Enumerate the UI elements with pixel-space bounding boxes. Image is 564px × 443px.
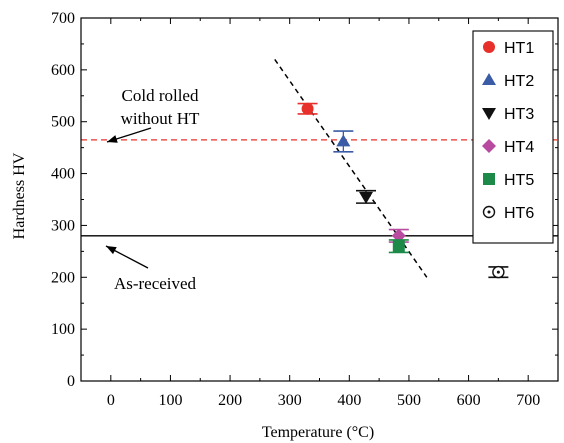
axes xyxy=(80,17,559,382)
legend-marker-ht5 xyxy=(483,173,495,185)
cold-rolled-label-line: Cold rolled xyxy=(122,86,199,105)
legend-label-ht3: HT3 xyxy=(504,106,534,123)
y-tick-label: 700 xyxy=(51,10,75,27)
legend-label-ht2: HT2 xyxy=(504,73,534,90)
as-received-arrow-head xyxy=(106,246,117,255)
legend-marker-ht6-dot xyxy=(487,210,491,214)
x-tick-label: 700 xyxy=(516,392,540,409)
y-tick-label: 600 xyxy=(51,62,75,79)
cold-rolled-arrow-head xyxy=(107,135,118,143)
y-tick-label: 200 xyxy=(51,269,75,286)
y-tick-label: 300 xyxy=(51,217,75,234)
legend: HT1 HT2 HT3 HT4 HT5 HT6 xyxy=(472,30,554,244)
y-tick-label: 500 xyxy=(51,114,75,131)
x-axis-label: Temperature (°C) xyxy=(262,424,374,441)
ht5-point xyxy=(392,240,405,253)
x-tick-label: 100 xyxy=(158,392,182,409)
legend-marker-ht4 xyxy=(482,139,496,153)
legend-label-ht1: HT1 xyxy=(504,40,534,57)
x-tick-label: 200 xyxy=(218,392,242,409)
x-tick-label: 300 xyxy=(278,392,302,409)
legend-label-ht6: HT6 xyxy=(504,205,534,222)
legend-label-ht4: HT4 xyxy=(504,139,534,156)
legend-marker-ht1 xyxy=(483,41,495,53)
x-tick-label: 500 xyxy=(397,392,421,409)
x-tick-label: 400 xyxy=(337,392,361,409)
annotations: Cold rolled without HT As-received xyxy=(105,86,200,293)
legend-label-ht5: HT5 xyxy=(504,172,534,189)
y-tick-label: 400 xyxy=(51,166,75,183)
ht6-point-dot xyxy=(496,270,500,274)
ht1-point xyxy=(301,102,314,115)
legend-marker-ht2 xyxy=(482,73,496,85)
ht3-point xyxy=(359,191,374,204)
x-tick-label: 600 xyxy=(457,392,481,409)
ht6-point xyxy=(492,265,505,279)
y-axis-label: Hardness HV xyxy=(11,152,28,239)
ht2-point xyxy=(336,134,351,147)
x-tick-label: 0 xyxy=(107,392,115,409)
tick-labels: 0 100 200 300 400 500 600 700 0 100 200 300 400 500 60… xyxy=(51,10,540,409)
legend-marker-ht3 xyxy=(482,108,496,120)
legend-marker-ht6 xyxy=(482,205,496,219)
y-tick-label: 100 xyxy=(51,321,75,338)
cold-rolled-label-line: without HT xyxy=(121,109,200,128)
as-received-label: As-received xyxy=(114,274,197,293)
y-tick-label: 0 xyxy=(67,373,75,390)
